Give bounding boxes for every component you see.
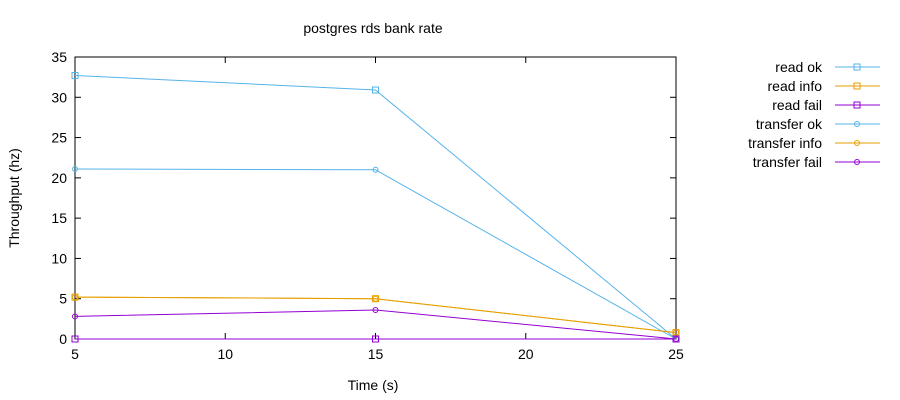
data-point-square: [853, 82, 861, 90]
series-transfer-info: [72, 294, 679, 336]
legend-label: read fail: [772, 97, 822, 113]
data-point-circle: [72, 313, 78, 320]
series-line-read-ok: [74, 75, 677, 340]
x-tick-label: 10: [217, 346, 233, 362]
y-tick-label: 20: [51, 170, 67, 186]
series-transfer-ok: [72, 165, 679, 342]
x-tick-label: 25: [668, 346, 684, 362]
x-tick-label: 15: [368, 346, 384, 362]
data-point-square: [372, 335, 379, 343]
data-point-circle: [854, 121, 860, 127]
legend: read ok read info read fail transfer ok tran…: [748, 59, 880, 170]
legend-label: transfer fail: [753, 154, 822, 170]
legend-label: read ok: [775, 59, 823, 75]
legend-entry-transfer-fail: transfer fail: [753, 154, 880, 170]
x-tick-label: 20: [518, 346, 534, 362]
legend-entry-transfer-ok: transfer ok: [756, 116, 880, 132]
legend-entry-read-fail: read fail: [772, 97, 880, 113]
y-tick-label: 30: [51, 89, 67, 105]
legend-label: read info: [768, 78, 823, 94]
chart-title: postgres rds bank rate: [303, 20, 443, 36]
legend-entry-read-info: read info: [768, 78, 880, 94]
data-point-circle: [854, 140, 860, 146]
data-point-square: [372, 86, 379, 94]
data-point-circle: [72, 294, 78, 301]
data-point-circle: [854, 159, 860, 165]
data-point-square: [853, 101, 861, 109]
legend-entry-transfer-info: transfer info: [748, 135, 880, 151]
y-tick-label: 35: [51, 49, 67, 65]
data-point-square: [71, 72, 79, 80]
y-axis-label: Throughput (hz): [6, 148, 22, 248]
series-transfer-fail: [72, 306, 679, 342]
y-tick-label: 0: [59, 331, 67, 347]
series-line-transfer-ok: [74, 168, 677, 340]
legend-label: transfer info: [748, 135, 822, 151]
data-point-circle: [372, 166, 379, 173]
y-tick-label: 5: [59, 291, 67, 307]
data-point-circle: [72, 165, 78, 172]
legend-entry-read-ok: read ok: [775, 59, 880, 75]
y-tick-label: 10: [51, 250, 67, 266]
data-point-circle: [673, 336, 679, 342]
data-point-square: [853, 63, 861, 71]
data-point-circle: [372, 295, 379, 302]
data-point-square: [71, 335, 79, 343]
data-point-circle: [372, 306, 379, 313]
legend-label: transfer ok: [756, 116, 823, 132]
data-point-circle: [673, 329, 679, 336]
plot-series: [71, 72, 680, 343]
y-tick-label: 15: [51, 210, 67, 226]
x-axis-label: Time (s): [348, 377, 399, 393]
series-line-transfer-fail: [74, 309, 677, 340]
series-line-transfer-info: [74, 296, 677, 334]
x-tick-label: 5: [71, 346, 79, 362]
y-tick-label: 25: [51, 130, 67, 146]
